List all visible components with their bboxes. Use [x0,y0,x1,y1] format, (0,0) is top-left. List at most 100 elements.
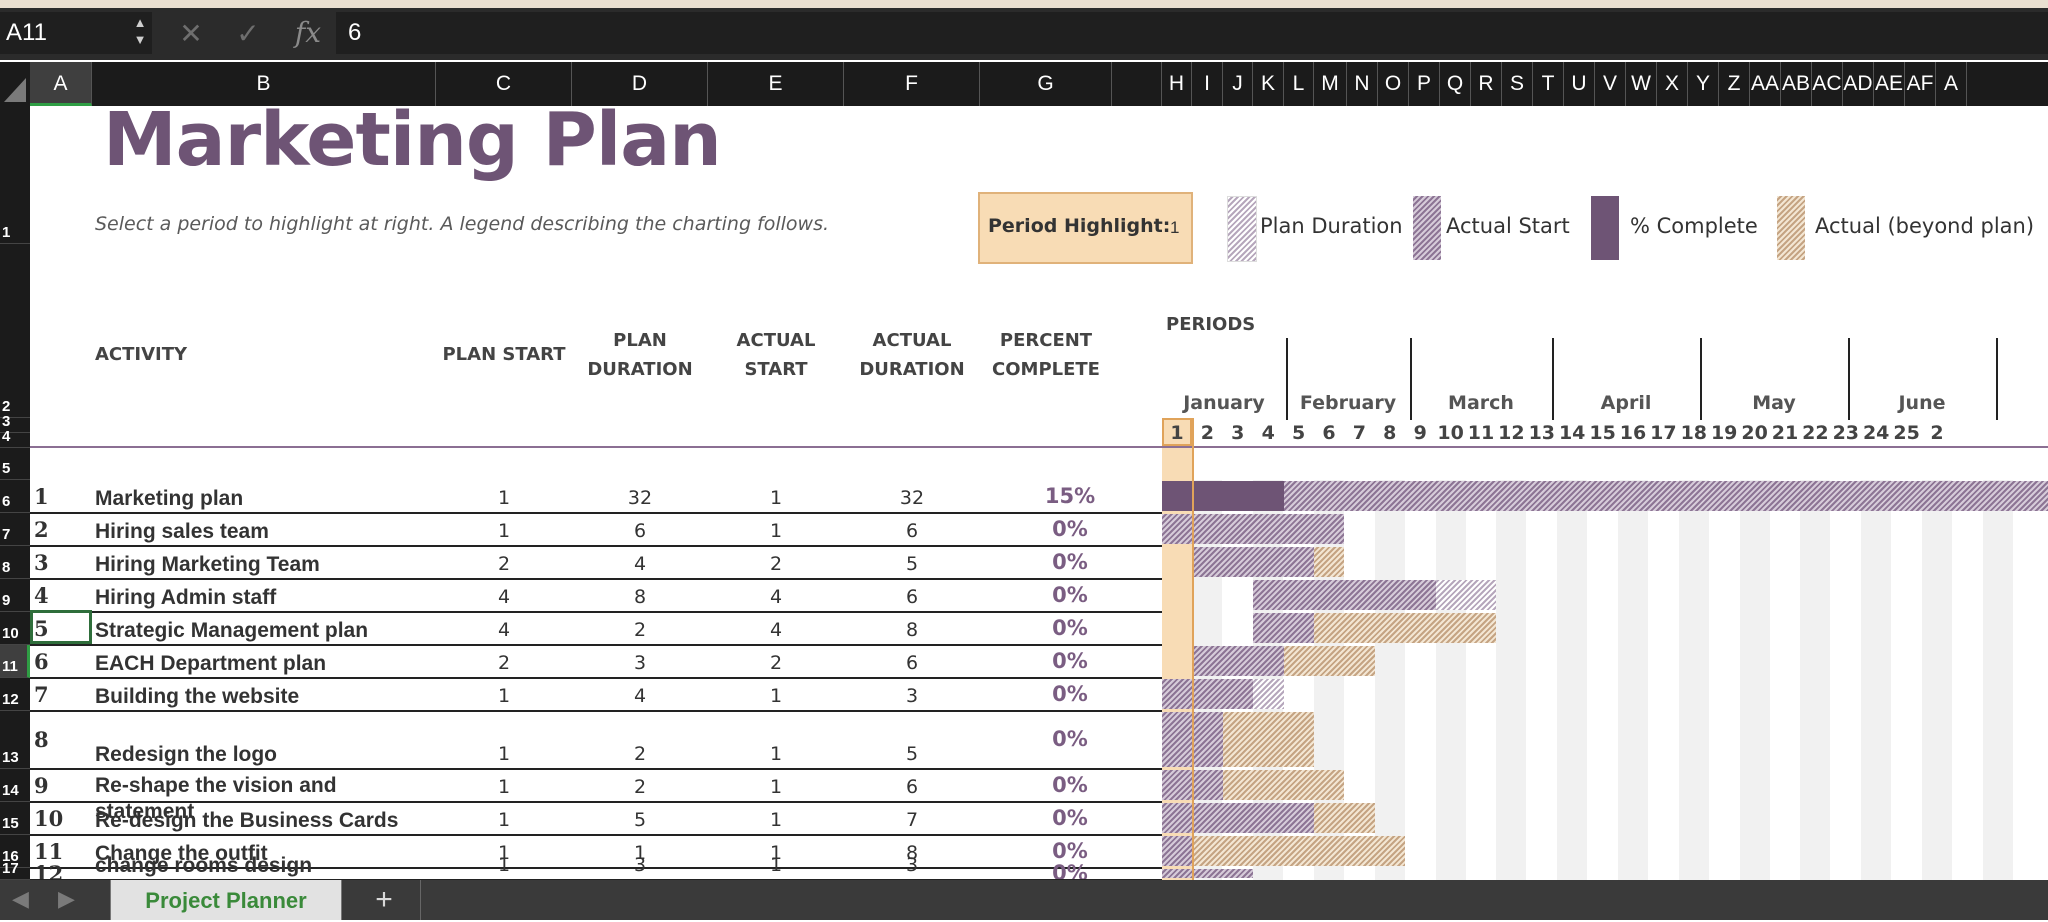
row-header-10[interactable]: 10 [0,612,30,645]
task-plan-duration[interactable]: 3 [633,652,647,674]
task-plan-duration[interactable]: 8 [633,586,647,608]
column-header-af[interactable]: AF [1905,62,1936,106]
task-activity[interactable]: Change the outfit [95,842,268,865]
column-header-h[interactable]: H [1162,62,1192,106]
task-actual-duration[interactable]: 8 [905,842,919,864]
column-header-e[interactable]: E [708,62,844,106]
task-actual-start[interactable]: 1 [769,743,783,765]
task-plan-start[interactable]: 2 [497,553,511,575]
task-plan-duration[interactable]: 5 [633,809,647,831]
name-box-stepper-icon[interactable]: ▲ ▼ [133,15,147,47]
task-plan-duration[interactable]: 6 [633,520,647,542]
column-header-g[interactable]: G [980,62,1112,106]
task-actual-start[interactable]: 2 [769,553,783,575]
task-actual-duration[interactable]: 32 [899,487,925,509]
column-header-n[interactable]: N [1347,62,1378,106]
task-plan-start[interactable]: 1 [497,809,511,831]
column-header-aa[interactable]: AA [1750,62,1781,106]
task-activity[interactable]: Hiring Marketing Team [95,553,320,576]
task-plan-start[interactable]: 1 [497,520,511,542]
task-percent-complete[interactable]: 0% [1052,648,1088,673]
task-percent-complete[interactable]: 0% [1052,681,1088,706]
task-plan-start[interactable]: 1 [497,487,511,509]
task-plan-duration[interactable]: 32 [627,487,653,509]
task-actual-start[interactable]: 1 [769,809,783,831]
task-percent-complete[interactable]: 0% [1052,582,1088,607]
task-percent-complete[interactable]: 0% [1052,838,1088,863]
column-header-m[interactable]: M [1314,62,1347,106]
task-actual-duration[interactable]: 6 [905,586,919,608]
insert-function-button[interactable]: fx [294,16,322,49]
task-activity[interactable]: Re-design the Business Cards [95,809,399,832]
task-actual-duration[interactable]: 6 [905,776,919,798]
task-activity[interactable]: Redesign the logo [95,743,278,766]
row-header-15[interactable]: 15 [0,802,30,835]
cancel-edit-button[interactable]: ✕ [179,18,203,49]
task-percent-complete[interactable]: 0% [1052,727,1088,751]
column-header-k[interactable]: K [1253,62,1284,106]
task-actual-duration[interactable]: 6 [905,652,919,674]
task-actual-start[interactable]: 1 [769,685,783,707]
task-activity[interactable]: Marketing plan [95,487,244,510]
column-header-s[interactable]: S [1502,62,1533,106]
task-actual-start[interactable]: 4 [769,619,783,641]
task-plan-start[interactable]: 4 [497,619,511,641]
task-plan-start[interactable]: 1 [497,854,511,876]
column-header-o[interactable]: O [1378,62,1409,106]
scroll-tabs-left-icon[interactable]: ◀ [12,886,29,911]
row-header-13[interactable]: 13 [0,711,30,769]
sheet-tab-project-planner[interactable]: Project Planner [110,880,342,920]
column-header-a[interactable]: A [30,62,92,106]
task-plan-start[interactable]: 1 [497,685,511,707]
task-actual-start[interactable]: 1 [769,520,783,542]
column-header-w[interactable]: W [1626,62,1657,106]
task-actual-start[interactable]: 4 [769,586,783,608]
row-header-17[interactable]: 17 [0,860,30,880]
row-header-11[interactable]: 11 [0,645,30,678]
row-header-1[interactable]: 1 [0,106,30,244]
selected-cell-a11[interactable] [30,610,92,644]
column-header-t[interactable]: T [1533,62,1564,106]
add-sheet-button[interactable]: + [375,883,393,916]
task-plan-start[interactable]: 4 [497,586,511,608]
task-plan-duration[interactable]: 4 [633,685,647,707]
task-plan-duration[interactable]: 3 [633,854,647,876]
task-plan-duration[interactable]: 1 [633,842,647,864]
task-percent-complete[interactable]: 0% [1052,772,1088,797]
column-header-d[interactable]: D [572,62,708,106]
confirm-edit-button[interactable]: ✓ [236,18,260,49]
column-header-b[interactable]: B [92,62,436,106]
task-actual-duration[interactable]: 5 [905,553,919,575]
row-header-6[interactable]: 6 [0,480,30,513]
task-activity[interactable]: Strategic Management plan [95,619,369,642]
task-percent-complete[interactable]: 0% [1052,805,1088,830]
row-header-16[interactable]: 16 [0,835,30,868]
task-activity[interactable]: Hiring Admin staff [95,586,277,609]
task-actual-start[interactable]: 2 [769,652,783,674]
row-header-4[interactable]: 4 [0,428,30,448]
task-actual-duration[interactable]: 3 [905,685,919,707]
column-header-x[interactable]: X [1657,62,1688,106]
task-actual-duration[interactable]: 7 [905,809,919,831]
task-activity[interactable]: EACH Department plan [95,652,327,675]
task-activity-line1[interactable]: Re-shape the vision and [95,774,337,797]
column-header-ab[interactable]: AB [1781,62,1812,106]
formula-input[interactable]: 6 [336,12,2048,54]
row-header-8[interactable]: 8 [0,546,30,579]
row-header-2[interactable]: 2 [0,300,30,418]
column-header-p[interactable]: P [1409,62,1440,106]
task-actual-start[interactable]: 1 [769,487,783,509]
task-plan-duration[interactable]: 2 [633,776,647,798]
period-highlight-cell[interactable] [978,192,1193,264]
column-header-l[interactable]: L [1284,62,1314,106]
task-actual-duration[interactable]: 3 [905,854,919,876]
column-header-a[interactable]: A [1936,62,1967,106]
row-header-12[interactable]: 12 [0,678,30,711]
task-percent-complete[interactable]: 15% [1044,483,1096,508]
row-header-5[interactable]: 5 [0,448,30,480]
task-activity-line2[interactable]: statement [95,800,195,823]
column-header-v[interactable]: V [1595,62,1626,106]
task-plan-start[interactable]: 1 [497,776,511,798]
task-percent-complete[interactable]: 0% [1052,615,1088,640]
column-header-q[interactable]: Q [1440,62,1471,106]
